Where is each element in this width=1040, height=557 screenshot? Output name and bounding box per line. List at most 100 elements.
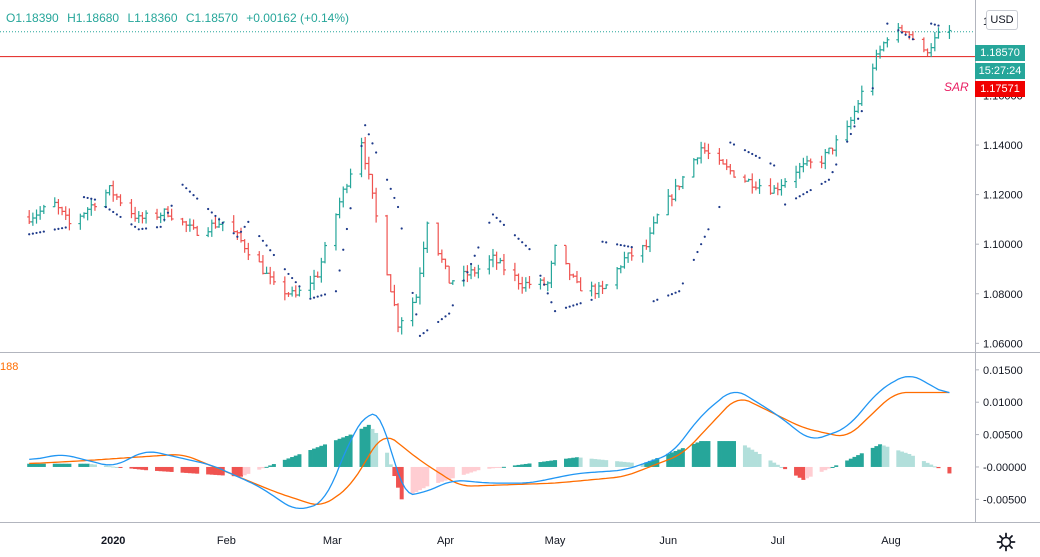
ohlc-bar — [523, 277, 528, 292]
ohlc-bar — [498, 257, 503, 264]
ohlc-bar — [89, 199, 94, 216]
histogram-bar — [421, 466, 426, 489]
legend-close: C1.18570 — [185, 11, 238, 25]
sar-dot — [188, 190, 191, 193]
histogram-bar — [56, 463, 61, 467]
ohlc-bar — [213, 216, 218, 229]
sar-dot — [798, 195, 801, 198]
histogram-bar — [878, 444, 883, 467]
histogram-bar — [242, 466, 247, 476]
ohlc-bars — [27, 23, 952, 335]
sar-dot — [564, 306, 568, 309]
sar-dot — [601, 240, 604, 243]
sar-dot — [108, 208, 111, 211]
ohlc-bar — [622, 251, 627, 269]
ohlc-bar — [830, 147, 835, 155]
ohlc-bar — [476, 264, 481, 279]
sar-dot — [236, 235, 239, 238]
ohlc-bar — [359, 137, 364, 178]
sar-dot — [119, 215, 122, 219]
ohlc-bar — [538, 278, 543, 290]
histogram-bar — [333, 440, 338, 467]
sar-dot — [886, 22, 889, 25]
histogram-bar — [231, 466, 236, 477]
sar-dot — [210, 211, 213, 214]
sar-dot — [849, 132, 852, 136]
ohlc-bar — [717, 148, 722, 165]
ohlc-bar — [797, 162, 802, 179]
ohlc-bar — [805, 155, 810, 166]
sar-dot — [754, 154, 757, 158]
sar-dot — [590, 298, 593, 301]
ohlc-bar — [794, 165, 799, 189]
sar-dot — [360, 144, 363, 148]
histogram-bar — [578, 457, 583, 467]
ohlc-bar — [549, 260, 554, 289]
sar-dot — [667, 294, 670, 297]
ohlc-bar — [826, 147, 831, 155]
ohlc-bar — [169, 208, 174, 221]
sar-dot — [473, 254, 476, 257]
histogram-bar — [644, 462, 649, 467]
ohlc-bar — [231, 215, 236, 233]
sar-dot — [824, 180, 827, 183]
sar-dot — [678, 290, 681, 293]
ohlc-bar — [348, 168, 353, 189]
histogram-bar — [801, 466, 806, 480]
histogram-bar — [436, 466, 441, 483]
ohlc-bar — [845, 120, 850, 142]
histogram-bar — [910, 455, 915, 467]
histogram-bar — [388, 464, 393, 467]
ohlc-bar — [640, 244, 645, 263]
histogram-bar — [34, 463, 39, 467]
currency-button[interactable]: USD — [986, 10, 1018, 30]
histogram-bar — [779, 466, 784, 468]
histogram-bar — [184, 466, 189, 473]
sar-dot — [309, 297, 312, 300]
ohlc-bar — [363, 136, 368, 170]
sar-dot — [364, 124, 367, 127]
ohlc-bar — [60, 206, 65, 216]
ohlc-bar — [721, 159, 726, 165]
ohlc-bar — [158, 212, 163, 224]
histogram-bar — [538, 462, 543, 467]
ohlc-bar — [673, 178, 678, 202]
histogram-bar — [629, 462, 634, 467]
histogram-bar — [103, 465, 108, 467]
ohlc-bar — [111, 180, 116, 202]
ohlc-bar — [282, 276, 287, 301]
sar-dot — [207, 207, 210, 211]
histogram-bar — [465, 466, 470, 474]
settings-gear-icon[interactable] — [996, 532, 1016, 552]
histogram-bar — [673, 450, 678, 467]
histogram-bar — [396, 466, 401, 488]
histogram-bar — [27, 463, 32, 467]
sar-dot — [258, 234, 261, 238]
ohlc-bar — [651, 216, 656, 235]
sar-dot — [247, 220, 250, 223]
ohlc-bar — [63, 206, 68, 220]
histogram-bar — [162, 466, 167, 472]
sar-dots — [28, 22, 940, 337]
sar-dot — [751, 152, 754, 156]
ohlc-bar — [487, 255, 492, 275]
histogram-bar — [38, 463, 43, 467]
histogram-bar — [870, 447, 875, 467]
histogram-bar — [264, 466, 269, 468]
sar-dot — [831, 171, 834, 174]
ohlc-bar — [414, 294, 419, 304]
ohlc-bar — [187, 218, 192, 232]
sar-dot — [389, 187, 392, 190]
ohlc-bar — [596, 281, 601, 298]
time-tick-label: Jun — [659, 535, 677, 547]
ohlc-bar — [604, 284, 609, 290]
ohlc-bar — [564, 244, 569, 265]
histogram-bar — [728, 441, 733, 467]
histogram-bar — [359, 428, 364, 467]
sar-dot — [517, 237, 520, 240]
sar-dot — [196, 197, 199, 200]
ohlc-bar — [574, 270, 579, 284]
sar-dot — [871, 87, 874, 90]
